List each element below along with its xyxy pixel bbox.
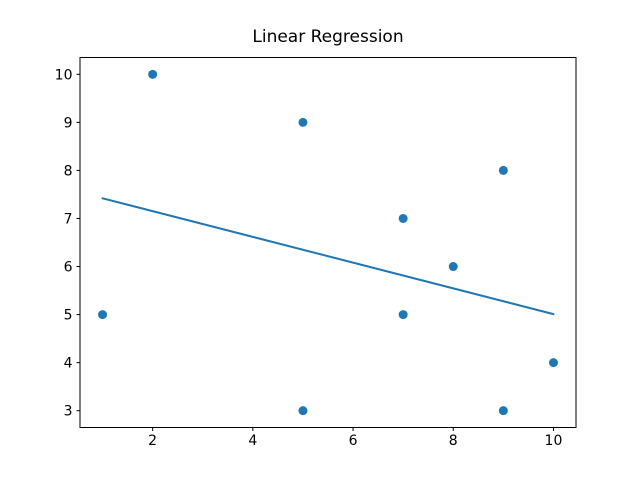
y-tick-label: 4 xyxy=(64,356,73,372)
y-tick-label: 10 xyxy=(55,67,73,83)
y-tick-label: 5 xyxy=(64,308,73,324)
y-tick-label: 9 xyxy=(64,115,73,131)
chart-title: Linear Regression xyxy=(252,27,404,47)
x-tick-label: 2 xyxy=(148,433,157,449)
y-tick-label: 7 xyxy=(64,211,73,227)
x-tick-label: 6 xyxy=(349,433,358,449)
scatter-point xyxy=(498,165,508,175)
scatter-point xyxy=(398,213,408,223)
x-tick-label: 10 xyxy=(545,433,563,449)
scatter-point xyxy=(298,117,308,127)
axes-frame xyxy=(79,57,577,428)
x-tick-label: 4 xyxy=(248,433,257,449)
scatter-point xyxy=(548,358,558,368)
y-tick-label: 6 xyxy=(64,260,73,276)
scatter-point xyxy=(448,262,458,272)
x-tick-label: 8 xyxy=(449,433,458,449)
scatter-point xyxy=(98,310,108,320)
scatter-point xyxy=(298,406,308,416)
scatter-point xyxy=(148,69,158,79)
y-tick-label: 3 xyxy=(64,404,73,420)
y-tick-label: 8 xyxy=(64,163,73,179)
scatter-point xyxy=(398,310,408,320)
regression-line xyxy=(101,197,555,316)
scatter-point xyxy=(498,406,508,416)
